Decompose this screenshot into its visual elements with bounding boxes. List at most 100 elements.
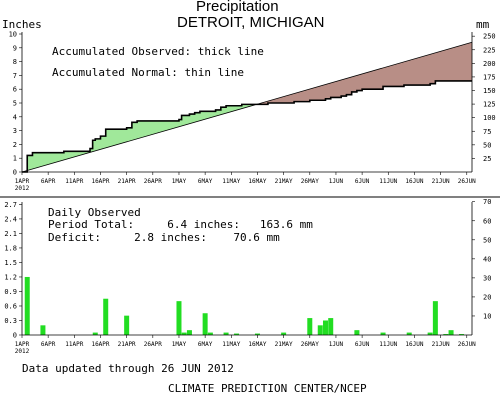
deficit-fill: [374, 70, 376, 90]
surplus-fill: [75, 151, 77, 157]
deficit-fill: [265, 101, 267, 105]
surplus-fill: [181, 119, 183, 127]
surplus-fill: [199, 112, 201, 121]
surplus-fill: [165, 120, 167, 131]
y-tick-label: 2: [13, 141, 17, 149]
y-tick-label: 10: [9, 31, 17, 39]
observed-line: [22, 80, 472, 173]
surplus-fill: [159, 120, 161, 133]
deficit-fill: [377, 69, 379, 90]
surplus-fill: [224, 107, 226, 114]
deficit-fill: [316, 87, 318, 101]
deficit-fill: [262, 102, 264, 105]
deficit-fill: [305, 90, 307, 102]
daily-bar: [322, 320, 328, 335]
daily-bar: [317, 325, 323, 335]
y-tick-label: 1.8: [4, 244, 17, 252]
deficit-fill: [275, 98, 277, 103]
deficit-fill: [439, 51, 441, 81]
surplus-fill: [121, 129, 123, 144]
surplus-fill: [238, 105, 240, 110]
y-tick-label: 6: [13, 86, 17, 94]
deficit-fill: [319, 86, 321, 101]
period-total-text: Period Total: 6.4 inches: 163.6 mm: [48, 218, 313, 231]
y-right-tick-label: 70: [483, 198, 491, 206]
deficit-fill: [329, 83, 331, 99]
surplus-fill: [202, 111, 204, 120]
deficit-fill: [266, 101, 268, 105]
deficit-fill: [364, 73, 366, 90]
surplus-fill: [135, 122, 137, 140]
deficit-fill: [378, 69, 380, 90]
surplus-fill: [184, 115, 186, 126]
surplus-fill: [150, 120, 152, 135]
x-tick-label: 26MAY: [301, 341, 319, 348]
deficit-fill: [436, 52, 438, 81]
surplus-fill: [201, 111, 203, 121]
x-tick-label: 6APR: [41, 341, 56, 348]
surplus-fill: [142, 120, 144, 138]
deficit-fill: [455, 47, 457, 81]
surplus-fill: [37, 152, 39, 168]
deficit-fill: [392, 65, 394, 87]
surplus-fill: [168, 120, 170, 130]
deficit-fill: [387, 66, 389, 87]
y-tick-label: 2.4: [4, 215, 17, 223]
deficit-fill: [380, 68, 382, 90]
x-tick-label: 26JUN: [458, 341, 476, 348]
deficit-fill: [412, 59, 414, 86]
surplus-fill: [171, 120, 173, 129]
surplus-fill: [97, 138, 99, 151]
deficit-fill: [450, 48, 452, 81]
daily-bar: [103, 298, 109, 335]
deficit-fill: [327, 83, 329, 99]
surplus-fill: [134, 122, 136, 140]
daily-bar: [176, 301, 182, 335]
surplus-fill: [197, 112, 199, 122]
surplus-fill: [87, 151, 89, 154]
surplus-fill: [212, 111, 214, 118]
deficit-fill: [431, 53, 433, 84]
deficit-fill: [449, 48, 451, 81]
surplus-fill: [146, 120, 148, 137]
x-tick-label: 16APR: [91, 178, 109, 185]
surplus-fill: [196, 112, 198, 122]
surplus-fill: [243, 104, 245, 109]
y-right-tick-label: 40: [483, 255, 491, 263]
surplus-fill: [61, 152, 63, 161]
deficit-fill: [336, 81, 338, 98]
accumulated-observed-legend: Accumulated Observed: thick line: [52, 45, 264, 58]
deficit-fill: [331, 82, 333, 98]
y-tick-label: 9: [13, 44, 17, 52]
surplus-fill: [176, 120, 178, 128]
deficit-fill: [341, 79, 343, 97]
deficit-fill: [325, 84, 327, 99]
surplus-fill: [138, 120, 140, 139]
surplus-fill: [53, 152, 55, 163]
x-tick-label: 1MAY: [172, 341, 187, 348]
deficit-fill: [350, 77, 352, 95]
surplus-fill: [93, 140, 95, 152]
surplus-fill: [205, 111, 207, 120]
daily-observed-label: Daily Observed: [48, 206, 141, 219]
deficit-fill: [461, 45, 463, 81]
daily-bar: [24, 276, 30, 335]
deficit-fill: [381, 68, 383, 90]
deficit-fill: [410, 60, 412, 86]
deficit-fill: [320, 85, 322, 101]
deficit-fill: [471, 42, 473, 81]
y-right-tick-label: 50: [483, 141, 491, 149]
deficit-fill: [345, 78, 347, 97]
surplus-fill: [76, 151, 78, 157]
deficit-fill: [440, 51, 442, 81]
y-tick-label: 1.2: [4, 273, 17, 281]
y-right-tick-label: 30: [483, 274, 491, 282]
deficit-fill: [398, 63, 400, 87]
deficit-fill: [312, 88, 314, 101]
surplus-fill: [70, 151, 72, 159]
surplus-fill: [83, 151, 85, 155]
x-tick-label: 16APR: [91, 341, 109, 348]
surplus-fill: [177, 120, 179, 128]
deficit-fill: [276, 98, 278, 103]
surplus-fill: [203, 111, 205, 120]
